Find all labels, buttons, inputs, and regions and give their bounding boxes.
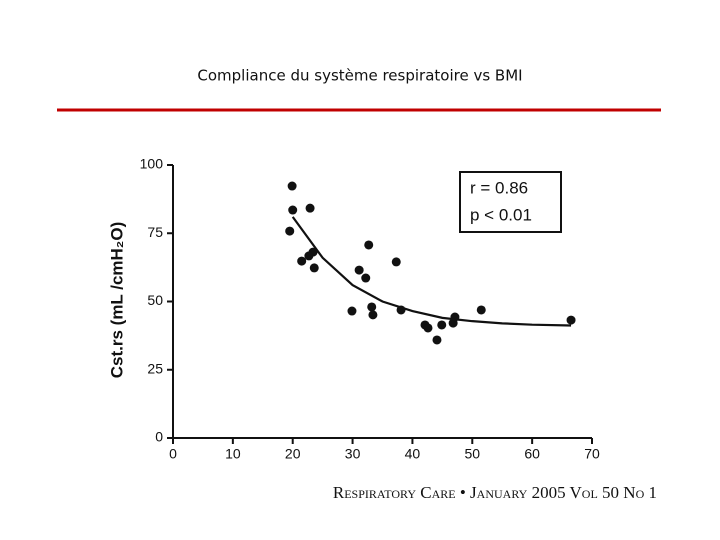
data-point <box>423 323 433 333</box>
x-tick-label: 0 <box>169 446 177 462</box>
data-point <box>476 305 486 315</box>
y-tick-label: 75 <box>147 224 163 240</box>
fit-curve <box>291 216 572 327</box>
x-tick-label: 60 <box>524 446 540 462</box>
data-point <box>396 305 406 315</box>
data-point <box>297 256 307 266</box>
data-point <box>287 181 297 191</box>
data-point <box>304 251 314 261</box>
data-point <box>432 335 442 345</box>
slide-title: Compliance du système respiratoire vs BM… <box>197 67 522 85</box>
x-tick-label: 20 <box>285 446 301 462</box>
x-tick-label: 40 <box>405 446 421 462</box>
y-tick-label: 0 <box>155 429 163 445</box>
y-tick-label: 25 <box>147 360 163 376</box>
annotation-box <box>459 171 562 233</box>
data-point <box>305 203 315 213</box>
data-point <box>448 318 458 328</box>
source: Respiratory Care • January 2005 Vol 50 N… <box>333 483 657 502</box>
data-point <box>361 273 371 283</box>
y-axis-label: Cst.rs (mL /cmH₂O) <box>107 222 126 379</box>
x-tick-label: 10 <box>225 446 241 462</box>
x-tick-label: 50 <box>464 446 480 462</box>
data-point <box>391 257 401 267</box>
y-tick-label: 100 <box>140 156 164 172</box>
data-point <box>566 315 576 325</box>
x-tick-label: 70 <box>584 446 600 462</box>
y-tick-label: 50 <box>147 292 163 308</box>
data-point <box>309 263 319 273</box>
data-point <box>368 310 378 320</box>
data-point <box>367 302 377 312</box>
annotation: r = 0.86 <box>470 178 528 197</box>
x-tick-label: 30 <box>345 446 361 462</box>
annotation: p < 0.01 <box>470 205 532 224</box>
data-point <box>364 240 374 250</box>
data-point <box>288 205 298 215</box>
data-point <box>285 226 295 236</box>
data-point <box>347 306 357 316</box>
data-point <box>437 320 447 330</box>
data-point <box>354 265 364 275</box>
